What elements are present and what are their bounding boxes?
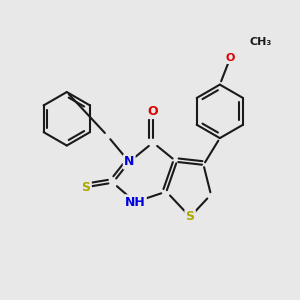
Text: NH: NH (125, 196, 146, 208)
Text: S: S (186, 210, 195, 224)
Text: O: O (148, 105, 158, 118)
Text: N: N (124, 155, 134, 168)
Text: CH₃: CH₃ (250, 37, 272, 46)
Text: O: O (226, 53, 235, 63)
Text: S: S (82, 181, 91, 194)
